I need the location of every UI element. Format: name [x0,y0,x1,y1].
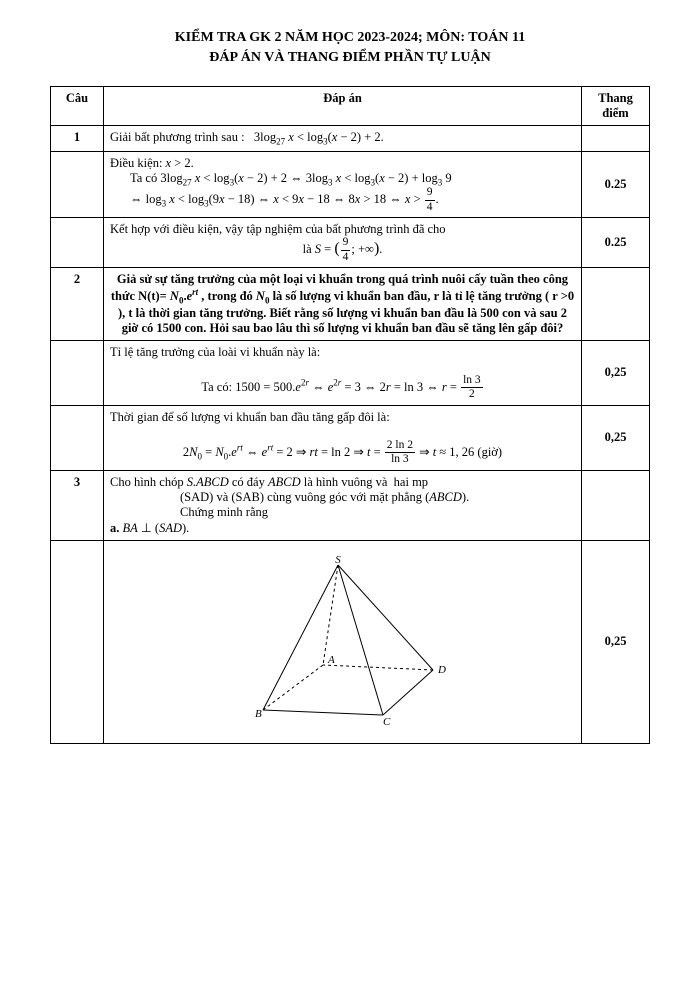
table-row: 1Giải bất phương trình sau : 3log27 x < … [51,126,650,152]
table-row: Tỉ lệ tăng trưởng của loài vi khuẩn này … [51,340,650,405]
table-row: Thời gian để số lượng vi khuẩn ban đầu t… [51,405,650,470]
cell-content: Giải bất phương trình sau : 3log27 x < l… [104,126,582,152]
cell-content: Cho hình chóp S.ABCD có đáy ABCD là hình… [104,470,582,540]
page-title-2: ĐÁP ÁN VÀ THANG ĐIỂM PHẦN TỰ LUẬN [50,50,650,66]
cell-cau: 2 [51,268,104,341]
cell-score: 0.25 [582,151,650,218]
cell-content: Điều kiện: x > 2.Ta có 3log27 x < log3(x… [104,151,582,218]
cell-score [582,470,650,540]
table-row: 2Giả sử sự tăng trưởng của một loại vi k… [51,268,650,341]
cell-score: 0.25 [582,218,650,268]
cell-score: 0,25 [582,340,650,405]
cell-content: Tỉ lệ tăng trưởng của loài vi khuẩn này … [104,340,582,405]
cell-cau: 1 [51,126,104,152]
cell-cau [51,405,104,470]
cell-content: S A B C D [104,540,582,743]
table-row: S A B C D 0,25 [51,540,650,743]
cell-score: 0,25 [582,405,650,470]
svg-text:C: C [383,716,391,725]
col-header-thang: Thang điểm [582,87,650,126]
svg-text:A: A [327,654,335,666]
cell-score: 0,25 [582,540,650,743]
cell-cau [51,218,104,268]
table-row: Kết hợp với điều kiện, vậy tập nghiệm củ… [51,218,650,268]
cell-cau: 3 [51,470,104,540]
svg-text:S: S [335,555,341,566]
cell-score [582,268,650,341]
cell-content: Thời gian để số lượng vi khuẩn ban đầu t… [104,405,582,470]
cell-cau [51,340,104,405]
cell-score [582,126,650,152]
col-header-dapan: Đáp án [104,87,582,126]
cell-cau [51,151,104,218]
cell-content: Giả sử sự tăng trưởng của một loại vi kh… [104,268,582,341]
svg-text:D: D [437,664,446,676]
page-title-1: KIỂM TRA GK 2 NĂM HỌC 2023-2024; MÔN: TO… [50,30,650,46]
cell-cau [51,540,104,743]
pyramid-figure: S A B C D [110,545,575,739]
table-row: Điều kiện: x > 2.Ta có 3log27 x < log3(x… [51,151,650,218]
cell-content: Kết hợp với điều kiện, vậy tập nghiệm củ… [104,218,582,268]
answer-table: Câu Đáp án Thang điểm 1Giải bất phương t… [50,86,650,744]
svg-text:B: B [255,708,262,720]
col-header-cau: Câu [51,87,104,126]
table-row: 3Cho hình chóp S.ABCD có đáy ABCD là hìn… [51,470,650,540]
